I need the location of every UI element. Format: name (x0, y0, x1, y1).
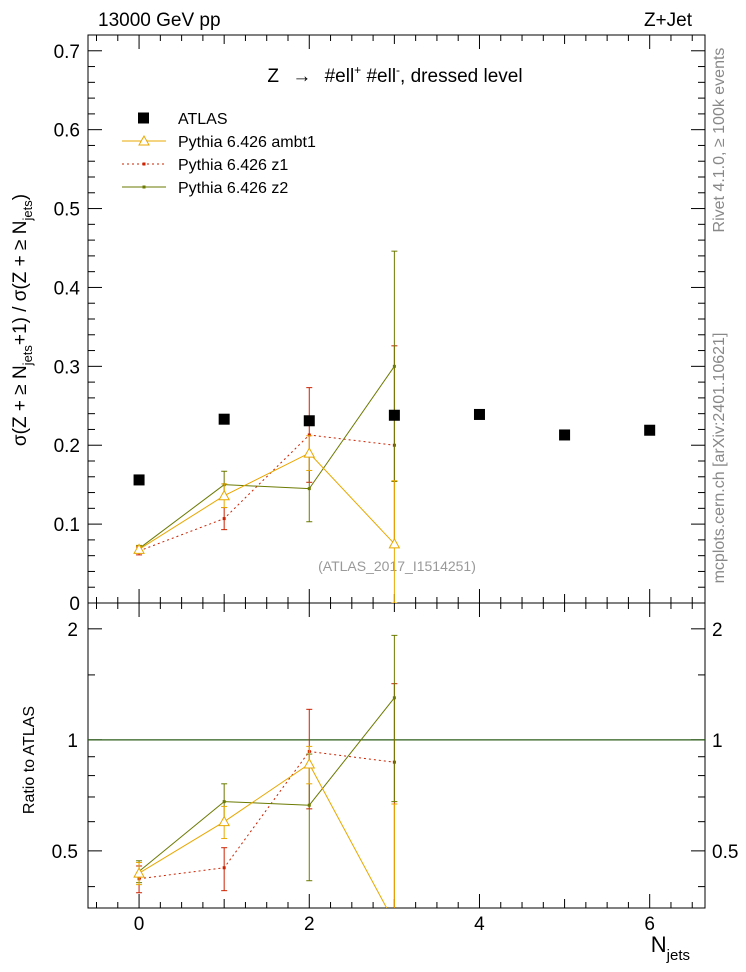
main-y-axis-label: σ(Z + ≥ Njets+1) / σ(Z + ≥ Njets) (10, 194, 35, 446)
title-part-a: #ell (325, 66, 355, 87)
pythia-6-426-z1-point (222, 866, 226, 870)
pythia-6-426-ambt1-line (138, 452, 395, 550)
pythia-6-426-ambt1-point (218, 815, 231, 827)
header-energy-label: 13000 GeV pp (98, 10, 221, 31)
main-y-tick-label: 0.4 (54, 278, 81, 299)
mcplots-label: mcplots.cern.ch [arXiv:2401.10621] (711, 333, 728, 584)
pythia-6-426-ambt1-point (133, 543, 145, 554)
ratio-plot-frame (87, 602, 706, 909)
x-tick-label: 6 (644, 914, 655, 935)
x-axis-label-main: N (651, 932, 667, 957)
pythia-6-426-ambt1-point (218, 489, 231, 501)
ratio-y-tick-label: 1 (67, 731, 78, 752)
legend: ATLAS Pythia 6.426 ambt1 Pythia 6.426 z1 Py… (122, 111, 316, 197)
legend-pythia-6-426-ambt1-label: Pythia 6.426 ambt1 (178, 134, 316, 151)
pythia-6-426-z2-line (138, 697, 395, 872)
atlas-point (473, 408, 485, 420)
title-part-a-sup: + (354, 63, 361, 77)
legend-pythia-6-426-ambt1-marker (138, 134, 150, 146)
ratio-y-tick-label-right: 1 (712, 731, 723, 752)
pythia-6-426-ambt1-line (138, 763, 388, 908)
atlas-point (559, 429, 571, 441)
legend-pythia-6-426-z2-marker (142, 185, 146, 189)
ratio-y-tick-label: 2 (67, 620, 78, 641)
ratio-y-tick-label-right: 0.5 (712, 842, 738, 863)
pythia-6-426-ambt1-point (303, 447, 316, 458)
legend-pythia-6-426-z2-label: Pythia 6.426 z2 (178, 180, 288, 197)
pythia-6-426-z1-point (222, 517, 226, 521)
main-y-tick-label: 0 (69, 594, 80, 615)
pythia-6-426-ambt1-point (303, 757, 316, 769)
pythia-6-426-z2-point (392, 696, 396, 700)
legend-atlas-marker (138, 112, 149, 124)
atlas-point (388, 409, 400, 421)
rivet-version-label: Rivet 4.1.0, ≥ 100k events (711, 48, 728, 233)
ratio-y-tick-label: 0.5 (52, 842, 78, 863)
pythia-6-426-z1-line (138, 750, 395, 880)
x-axis-label-sub: jets (666, 947, 690, 964)
analysis-watermark: (ATLAS_2017_I1514251) (318, 558, 476, 574)
atlas-point (644, 424, 656, 436)
main-y-tick-label: 0.3 (54, 357, 80, 378)
x-tick-label: 4 (474, 914, 485, 935)
x-tick-label: 0 (134, 914, 145, 935)
pythia-6-426-z2-point (222, 800, 226, 804)
pythia-6-426-z1-line (138, 434, 395, 552)
ratio-y-axis-label: Ratio to ATLAS (21, 706, 38, 814)
legend-atlas-label: ATLAS (178, 111, 228, 128)
main-data-layer (133, 250, 656, 603)
title-part-arrow: → (292, 66, 311, 87)
legend-pythia-6-426-z1-label: Pythia 6.426 z1 (178, 157, 288, 174)
x-axis-label: Njets (651, 932, 690, 964)
x-tick-label: 2 (304, 914, 315, 935)
pythia-6-426-ambt1-point (388, 537, 401, 549)
main-axes: 0 0.1 0.2 0.3 0.4 0.5 0.6 0.7 (54, 34, 705, 908)
main-y-tick-label: 0.1 (54, 515, 80, 536)
legend-pythia-6-426-z1-marker (142, 162, 146, 166)
main-y-tick-label: 0.2 (54, 436, 80, 457)
atlas-point (218, 413, 230, 425)
atlas-point (303, 415, 315, 427)
main-y-tick-label: 0.6 (54, 121, 80, 142)
pythia-6-426-z2-line (138, 366, 395, 549)
title-part-z: Z (267, 66, 279, 87)
ratio-data-layer (133, 634, 399, 926)
main-y-tick-label: 0.5 (54, 200, 80, 221)
pythia-6-426-z2-point (307, 803, 311, 807)
pythia-6-426-z2-point (392, 364, 396, 368)
title-part-post: , dressed level (400, 66, 523, 87)
main-y-tick-label: 0.7 (54, 42, 80, 63)
pythia-6-426-ambt1-point (133, 867, 145, 878)
plot-title: Z → #ell+ #ell-, dressed level (267, 63, 522, 87)
pythia-6-426-ambt1-point (389, 917, 399, 926)
pythia-6-426-z1-point (307, 433, 311, 437)
title-part-b-sup: - (396, 63, 400, 77)
ratio-axes: 0.5 0.5 1 1 2 2 0 2 4 6 (52, 620, 739, 935)
header-process-label: Z+Jet (644, 10, 693, 31)
ratio-y-tick-label-right: 2 (712, 620, 723, 641)
atlas-point (133, 474, 145, 486)
title-part-b: #ell (361, 66, 396, 87)
pythia-6-426-z2-point (307, 487, 311, 491)
